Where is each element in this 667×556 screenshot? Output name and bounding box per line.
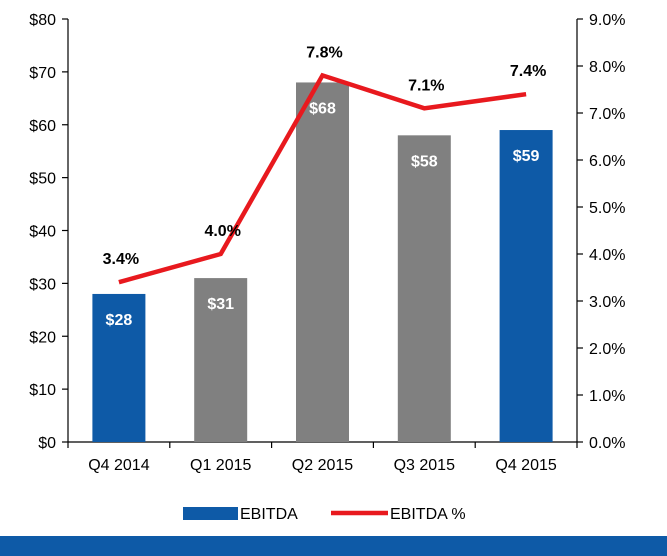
axes: $0 $10 $20 $30 $40 $50 $60 $70 $80 0.0% 1.0% 2.0% 3.… — [29, 12, 625, 474]
bar — [92, 293, 146, 442]
legend-swatch-ebitda — [183, 507, 238, 520]
data-labels: $28 $31 $68 $58 $59 3.4% 4.0% 7.8% 7.1% 7.4% — [103, 44, 547, 329]
legend-label-ebitda: EBITDA — [240, 506, 298, 523]
y-right-tick-label: 8.0% — [589, 59, 625, 76]
x-tick-label: Q3 2015 — [394, 457, 455, 474]
legend-label-ebitda-pct: EBITDA % — [390, 506, 466, 523]
x-tick-label: Q4 2014 — [88, 457, 149, 474]
y-right-tick-label: 3.0% — [589, 294, 625, 311]
line-data-label: 7.8% — [306, 44, 342, 61]
line-data-label: 4.0% — [204, 223, 240, 240]
y-right-tick-label: 7.0% — [589, 106, 625, 123]
x-tick-label: Q1 2015 — [190, 457, 251, 474]
line-series — [118, 72, 527, 285]
y-right-tick-label: 0.0% — [589, 435, 625, 452]
x-tick-label: Q4 2015 — [495, 457, 556, 474]
y-left-tick-label: $0 — [38, 435, 56, 452]
bar-data-label: $59 — [513, 148, 540, 165]
bar-data-label: $58 — [411, 153, 438, 170]
bar — [194, 278, 248, 442]
bar-data-label: $68 — [309, 100, 336, 117]
line-data-label: 7.1% — [408, 77, 444, 94]
y-left-tick-label: $50 — [29, 171, 56, 188]
y-left-tick-label: $30 — [29, 276, 56, 293]
bar — [296, 82, 349, 442]
ebitda-chart: $0 $10 $20 $30 $40 $50 $60 $70 $80 0.0% 1.0% 2.0% 3.… — [29, 12, 625, 523]
line-data-label: 3.4% — [103, 251, 139, 268]
y-right-tick-label: 6.0% — [589, 153, 625, 170]
y-left-tick-label: $20 — [29, 329, 56, 346]
y-right-tick-label: 9.0% — [589, 12, 625, 29]
x-tick-label: Q2 2015 — [292, 457, 353, 474]
bar-data-label: $31 — [207, 296, 234, 313]
y-left-tick-label: $40 — [29, 224, 56, 241]
y-right-tick-label: 4.0% — [589, 247, 625, 264]
line-data-label: 7.4% — [510, 63, 546, 80]
bar-series — [92, 82, 553, 442]
y-left-tick-label: $60 — [29, 118, 56, 135]
y-right-tick-label: 5.0% — [589, 200, 625, 217]
y-right-tick-label: 2.0% — [589, 341, 625, 358]
y-left-tick-label: $10 — [29, 382, 56, 399]
bar — [397, 135, 451, 442]
legend: EBITDA EBITDA % — [183, 506, 466, 523]
y-right-tick-label: 1.0% — [589, 388, 625, 405]
y-left-tick-label: $70 — [29, 65, 56, 82]
footer-band — [0, 536, 667, 556]
bar — [499, 130, 553, 442]
y-left-tick-label: $80 — [29, 12, 56, 29]
bar-data-label: $28 — [106, 312, 133, 329]
